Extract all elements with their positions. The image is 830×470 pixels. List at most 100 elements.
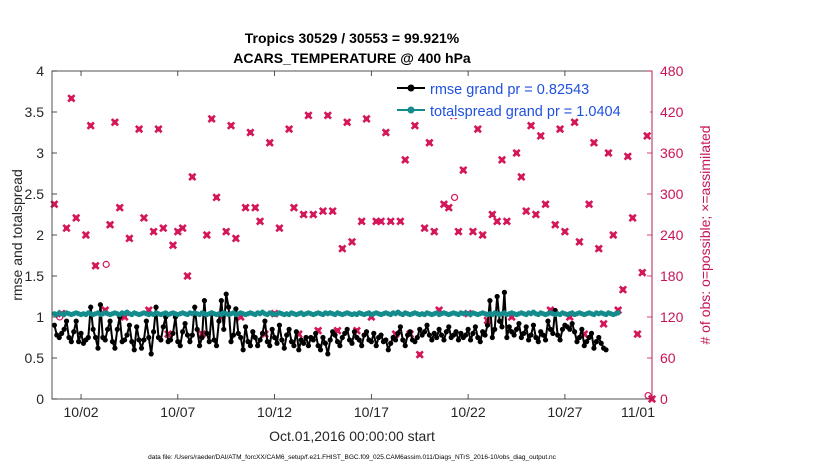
obs-point bbox=[634, 331, 640, 337]
y-tick-label-right: 0 bbox=[660, 391, 668, 407]
rmse-point bbox=[305, 343, 312, 349]
y-tick-label-right: 180 bbox=[660, 268, 684, 284]
obs-point bbox=[276, 225, 282, 231]
rmse-point bbox=[59, 330, 65, 336]
rmse-point bbox=[395, 330, 401, 336]
rmse-point bbox=[550, 330, 556, 336]
rmse-point bbox=[109, 339, 116, 345]
obs-point bbox=[184, 273, 190, 279]
rmse-point bbox=[349, 340, 355, 346]
rmse-point bbox=[506, 324, 512, 330]
obs-possible-marker bbox=[102, 260, 110, 268]
rmse-point bbox=[465, 326, 471, 332]
rmse-point bbox=[472, 324, 478, 330]
rmse-point bbox=[521, 330, 527, 336]
y-tick-label-left: 2.5 bbox=[25, 186, 45, 202]
rmse-point bbox=[436, 326, 442, 332]
rmse-point bbox=[438, 332, 445, 338]
rmse-point bbox=[63, 318, 70, 324]
rmse-point bbox=[518, 334, 524, 341]
rmse-point bbox=[559, 326, 566, 332]
obs-point bbox=[494, 218, 500, 224]
rmse-point bbox=[284, 332, 290, 338]
rmse-point bbox=[569, 320, 575, 327]
obs-point bbox=[247, 130, 253, 135]
rmse-point bbox=[303, 334, 309, 341]
rmse-point bbox=[257, 337, 263, 343]
rmse-point bbox=[252, 334, 258, 341]
rmse-point bbox=[233, 306, 239, 312]
obs-point bbox=[228, 123, 234, 129]
rmse-point bbox=[414, 334, 420, 341]
rmse-point bbox=[407, 329, 413, 335]
obs-point bbox=[644, 133, 650, 139]
obs-point bbox=[504, 218, 510, 224]
rmse-point bbox=[129, 339, 135, 345]
y-tick-label-right: 240 bbox=[660, 227, 684, 243]
obs-point bbox=[180, 225, 186, 231]
obs-point bbox=[552, 222, 558, 228]
rmse-point bbox=[167, 337, 174, 343]
y-tick-label-right: 480 bbox=[660, 63, 684, 79]
obs-point bbox=[209, 116, 215, 122]
obs-point bbox=[538, 133, 544, 139]
rmse-point bbox=[496, 318, 503, 324]
rmse-point bbox=[245, 339, 251, 345]
rmse-point bbox=[317, 347, 324, 353]
obs-point bbox=[639, 270, 645, 276]
rmse-point bbox=[363, 329, 370, 335]
rmse-point bbox=[588, 330, 595, 336]
obs-point bbox=[214, 194, 220, 200]
rmse-point bbox=[417, 326, 423, 332]
obs-point bbox=[233, 235, 239, 241]
rmse-point bbox=[114, 326, 120, 332]
y-tick-label-left: 1 bbox=[36, 309, 44, 325]
x-tick-label: 10/22 bbox=[451, 404, 486, 420]
rmse-point bbox=[334, 339, 341, 345]
rmse-point bbox=[61, 326, 67, 332]
obs-point bbox=[489, 212, 495, 217]
chart-title-line1: Tropics 30529 / 30553 = 99.921% bbox=[245, 30, 460, 46]
rmse-point bbox=[482, 332, 488, 338]
rmse-point bbox=[371, 330, 377, 336]
rmse-point bbox=[255, 343, 261, 349]
obs-possible-marker bbox=[450, 193, 459, 202]
obs-point bbox=[417, 352, 423, 358]
rmse-point bbox=[216, 318, 222, 324]
rmse-point bbox=[146, 334, 152, 341]
rmse-point bbox=[194, 326, 200, 332]
obs-point bbox=[601, 321, 607, 327]
rmse-point bbox=[526, 337, 532, 343]
x-tick-label: 10/02 bbox=[64, 404, 99, 420]
rmse-point bbox=[593, 339, 599, 345]
obs-point bbox=[562, 229, 568, 235]
rmse-point bbox=[204, 330, 210, 336]
obs-point bbox=[586, 201, 592, 207]
obs-point bbox=[68, 95, 74, 101]
y-tick-label-right: 120 bbox=[660, 309, 684, 325]
obs-point bbox=[330, 208, 336, 214]
rmse-point bbox=[484, 322, 491, 328]
legend-rmse-label: rmse grand pr = 0.82543 bbox=[430, 82, 589, 98]
rmse-point bbox=[180, 329, 186, 335]
obs-point bbox=[291, 205, 297, 211]
obs-point bbox=[412, 123, 418, 129]
legend-rmse-marker bbox=[407, 84, 415, 92]
rmse-point bbox=[463, 332, 469, 338]
rmse-point bbox=[276, 322, 283, 328]
rmse-point bbox=[530, 322, 537, 328]
rmse-point bbox=[51, 322, 58, 328]
obs-point bbox=[533, 212, 539, 217]
rmse-point bbox=[105, 326, 111, 332]
rmse-point bbox=[458, 330, 464, 336]
rmse-point bbox=[455, 337, 462, 343]
obs-point bbox=[518, 174, 524, 180]
rmse-point bbox=[494, 293, 500, 300]
rmse-point bbox=[402, 343, 408, 349]
legend-box bbox=[393, 76, 650, 118]
rmse-point bbox=[112, 345, 118, 351]
rmse-point bbox=[567, 326, 573, 332]
rmse-point bbox=[446, 324, 452, 330]
obs-point bbox=[252, 205, 258, 211]
rmse-point bbox=[351, 329, 358, 335]
